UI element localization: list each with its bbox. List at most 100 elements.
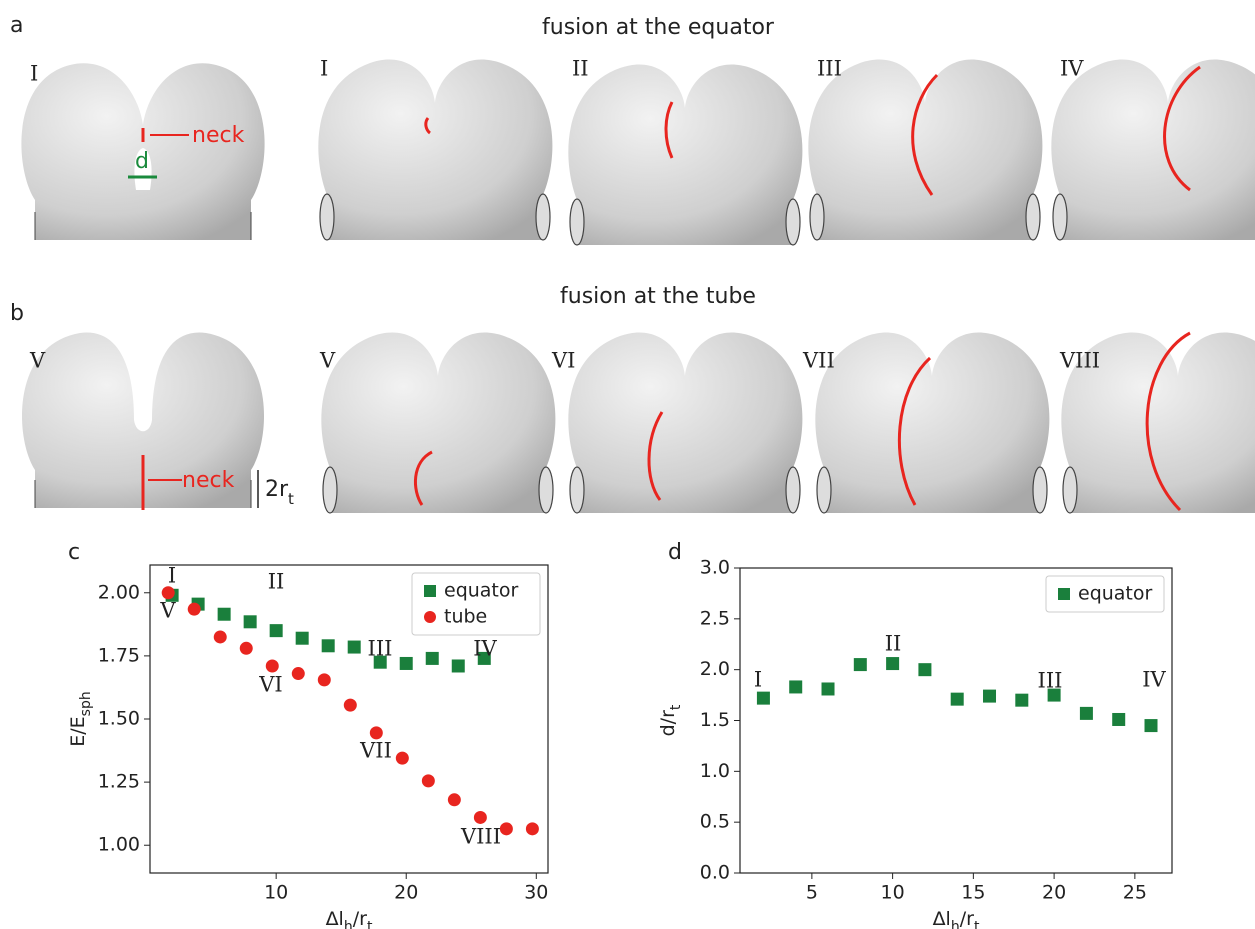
y-tick-label: 1.50 [98, 708, 140, 730]
membrane-side [21, 332, 265, 510]
panel-letter: a [10, 13, 23, 38]
annotation: IV [1142, 668, 1166, 692]
y-axis-label-part: d/r [657, 710, 679, 736]
neck-line [413, 450, 433, 506]
point [477, 651, 491, 665]
tube-radius-main: 2r [265, 477, 289, 502]
point [756, 691, 770, 705]
legend-label: tube [444, 606, 487, 628]
neck-line [424, 117, 432, 135]
membrane [814, 331, 1051, 514]
point [295, 631, 309, 645]
x-axis-label-part: Δl [933, 908, 951, 929]
panel-title: fusion at the tube [560, 284, 756, 309]
point [243, 615, 257, 629]
x-axis-label: Δlh/rt [933, 908, 980, 929]
point [239, 641, 253, 655]
annotation: III [368, 637, 393, 661]
stage-label: I [320, 57, 328, 81]
neck-line [1145, 331, 1191, 512]
neck-line [1163, 65, 1201, 192]
annotation: VII [359, 739, 392, 763]
x-tick-label: 20 [394, 882, 418, 904]
x-axis-label: Δlh/rt [326, 908, 373, 929]
point [473, 810, 487, 824]
stage-label: I [30, 62, 38, 86]
point [525, 822, 539, 836]
neck-label: neck [192, 123, 245, 148]
x-axis-label-part: t [974, 919, 980, 929]
y-tick-label: 0.5 [700, 811, 730, 833]
legend-label: equator [444, 580, 519, 602]
y-axis-label-part: E/E [67, 716, 89, 746]
neck-line [897, 356, 932, 506]
annotation: VIII [460, 825, 501, 849]
y-tick-label: 2.0 [700, 658, 730, 680]
stage-label: III [817, 57, 842, 81]
point [918, 663, 932, 677]
point [983, 689, 997, 703]
stage-label: VIII [1059, 349, 1100, 373]
point [950, 692, 964, 706]
point [265, 659, 279, 673]
x-tick-label: 10 [264, 882, 288, 904]
point [161, 586, 175, 600]
point [789, 680, 803, 694]
point [217, 607, 231, 621]
neck-line [647, 411, 664, 501]
annotation: II [268, 570, 285, 594]
panel-letter: c [68, 540, 80, 565]
panel-letter: b [10, 301, 24, 326]
point [1079, 706, 1093, 720]
x-tick-label: 15 [961, 882, 985, 904]
y-tick-label: 2.00 [98, 581, 140, 603]
x-tick-label: 20 [1042, 882, 1066, 904]
x-axis-label-part: t [367, 919, 373, 929]
point [347, 640, 361, 654]
point [317, 673, 331, 687]
legend-marker [424, 611, 436, 623]
stage-label: VII [802, 349, 835, 373]
point [425, 651, 439, 665]
annotation: I [168, 564, 176, 588]
membrane [567, 63, 804, 246]
membrane [320, 331, 557, 514]
point [1144, 719, 1158, 733]
point [399, 656, 413, 670]
x-axis-label-part: /r [353, 908, 367, 929]
y-tick-label: 1.75 [98, 644, 140, 666]
legend-box [411, 572, 541, 636]
y-axis-label-part: t [668, 704, 684, 710]
annotation: VI [258, 673, 282, 697]
neck-line [664, 101, 674, 159]
y-tick-label: 2.5 [700, 607, 730, 629]
stage-label: V [319, 349, 336, 373]
panel-letter: d [668, 540, 682, 565]
legend-label: equator [1078, 583, 1153, 605]
annotation: III [1038, 669, 1063, 693]
annotation: V [159, 599, 176, 623]
annotation: IV [473, 637, 497, 661]
point [853, 658, 867, 672]
membrane [807, 58, 1044, 241]
y-tick-label: 1.5 [700, 709, 730, 731]
x-tick-label: 10 [881, 882, 905, 904]
legend-marker [1058, 588, 1070, 600]
d-label: d [135, 149, 149, 174]
tube-radius-sub: t [288, 490, 294, 508]
y-axis-label: d/rt [657, 704, 685, 736]
point [395, 751, 409, 765]
membrane [1050, 58, 1255, 241]
x-tick-label: 25 [1123, 882, 1147, 904]
point [213, 630, 227, 644]
point [821, 682, 835, 696]
neck-label: neck [182, 468, 235, 493]
y-tick-label: 0.0 [700, 862, 730, 884]
point [421, 774, 435, 788]
stage-label: IV [1060, 57, 1084, 81]
legend-marker [424, 585, 436, 597]
point [369, 726, 383, 740]
point [886, 657, 900, 671]
y-tick-label: 1.0 [700, 760, 730, 782]
